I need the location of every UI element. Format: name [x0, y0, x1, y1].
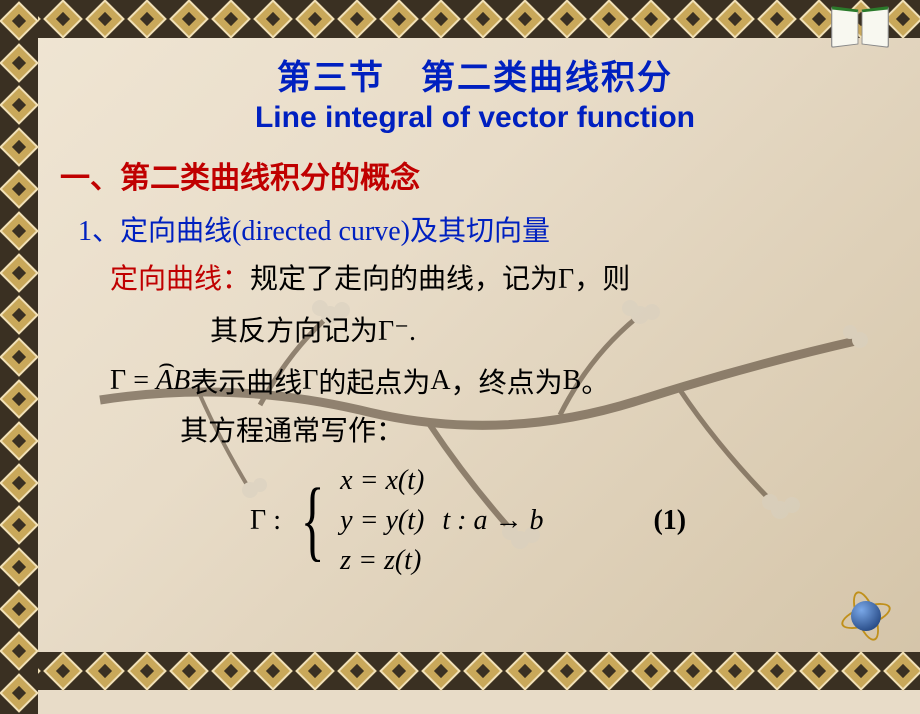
- arc-text-2: 的起点为: [318, 361, 430, 401]
- definition-label: 定向曲线：: [110, 264, 250, 295]
- title-chinese: 第三节 第二类曲线积分: [60, 50, 890, 99]
- title-english: Line integral of vector function: [60, 101, 890, 135]
- param-intro: 其方程通常写作：: [180, 411, 890, 453]
- section-heading: 一、第二类曲线积分的概念: [60, 153, 890, 197]
- t-range: t : a → b: [442, 505, 543, 537]
- arc-definition-row: Γ = AB 表示曲线 Γ 的起点为 A ，终点为 B 。: [110, 361, 890, 401]
- point-A: A: [430, 365, 450, 397]
- eq-y: y = y(t): [340, 505, 424, 537]
- equation-number: (1): [653, 505, 686, 537]
- book-icon: [830, 8, 890, 53]
- point-B: B: [563, 365, 582, 397]
- slide-content: 第三节 第二类曲线积分 Line integral of vector func…: [60, 50, 890, 640]
- equation-lines: x = x(t) y = y(t) z = z(t): [340, 465, 424, 577]
- arc-gamma: Γ: [302, 365, 318, 397]
- border-left: [0, 0, 38, 690]
- arc-text-3: ，终点为: [451, 361, 563, 401]
- def-text-1: 规定了走向的曲线，记为: [250, 264, 558, 295]
- left-brace: {: [301, 476, 325, 566]
- def-text-4: .: [409, 316, 416, 347]
- globe-icon: [840, 590, 892, 642]
- gamma-minus: Γ⁻: [378, 316, 409, 347]
- def-text-2: ，则: [574, 264, 630, 295]
- border-top: [0, 0, 920, 38]
- border-bottom: [0, 652, 920, 690]
- arc-AB: AB: [156, 365, 190, 397]
- gamma-equals: Γ = AB: [110, 365, 190, 397]
- gamma-symbol: Γ: [558, 264, 574, 295]
- arc-text-1: 表示曲线: [190, 361, 302, 401]
- gamma-colon: Γ :: [250, 505, 281, 537]
- arc-text-4: 。: [581, 361, 609, 401]
- definition-line-1: 定向曲线：规定了走向的曲线，记为Γ，则: [110, 259, 890, 301]
- subsection-1: 1、定向曲线(directed curve)及其切向量: [78, 209, 890, 249]
- parametric-equations: Γ : { x = x(t) y = y(t) z = z(t) t : a →…: [250, 465, 890, 577]
- def-text-3: 其反方向记为: [210, 316, 378, 347]
- definition-line-2: 其反方向记为Γ⁻.: [210, 311, 890, 353]
- eq-z: z = z(t): [340, 545, 424, 577]
- eq-x: x = x(t): [340, 465, 424, 497]
